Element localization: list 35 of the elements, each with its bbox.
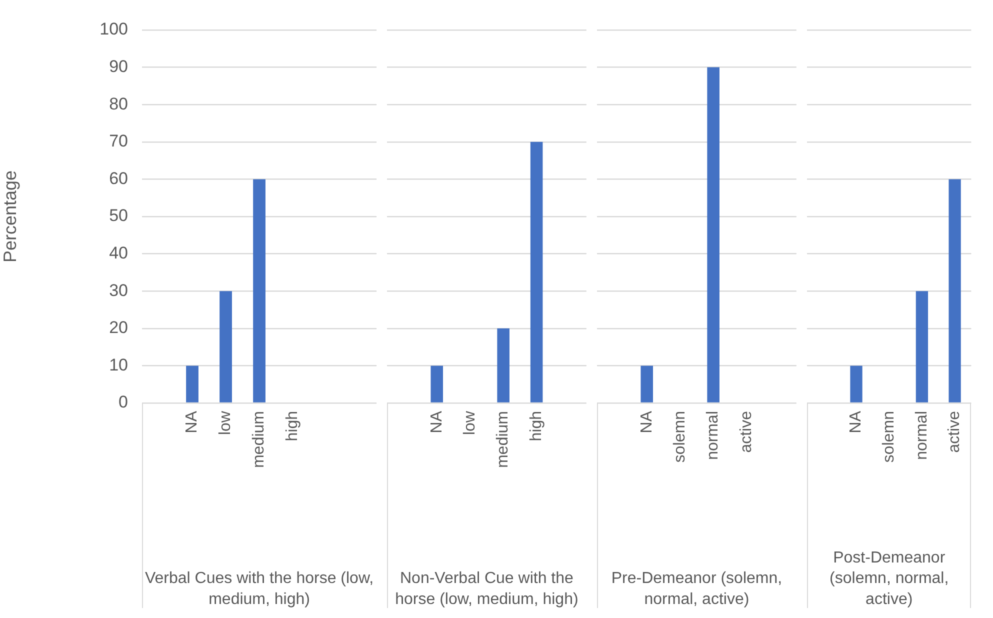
x-tick-label: low <box>217 410 234 436</box>
x-tick-label: normal <box>913 411 930 460</box>
x-tick-label: normal <box>704 411 722 460</box>
x-tick-label: active <box>738 410 755 453</box>
x-tick-label: medium <box>494 411 512 468</box>
bar <box>220 291 232 402</box>
bar <box>186 366 198 402</box>
x-axis-title: Non-Verbal Cue with the horse (low, medium, high) <box>395 570 578 608</box>
x-tick-label: NA <box>428 410 446 434</box>
y-tick-label: 100 <box>100 20 128 39</box>
x-tick-label: medium <box>250 411 268 468</box>
y-tick-label: 50 <box>109 206 128 226</box>
y-tick-label: 40 <box>109 243 128 262</box>
y-tick-label: 90 <box>109 56 128 76</box>
x-tick-label: low <box>461 410 478 436</box>
x-tick-label: solemn <box>671 411 688 463</box>
y-tick-label: 30 <box>109 280 128 300</box>
y-tick-label: 60 <box>109 168 128 188</box>
y-tick-label: 80 <box>109 94 128 114</box>
x-tick-label: NA <box>638 410 656 434</box>
x-tick-label: solemn <box>880 411 898 463</box>
x-axis-title: Post-Demeanor (solemn, normal, active) <box>830 549 949 608</box>
y-axis-title: Percentage <box>0 170 20 263</box>
y-tick-label: 20 <box>109 318 128 338</box>
x-tick-label: NA <box>848 410 865 434</box>
x-tick-label: active <box>946 410 964 453</box>
x-axis-title: Verbal Cues with the horse (low, medium, high) <box>144 570 374 608</box>
y-tick-label: 0 <box>118 392 128 412</box>
x-tick-label: high <box>284 411 302 442</box>
y-tick-label: 70 <box>109 132 128 151</box>
y-tick-label: 10 <box>109 355 128 374</box>
x-axis-title: Pre-Demeanor (solemn, normal, active) <box>611 570 782 608</box>
x-tick-label: NA <box>184 410 201 434</box>
bar <box>253 179 266 402</box>
x-tick-label: high <box>528 411 545 442</box>
